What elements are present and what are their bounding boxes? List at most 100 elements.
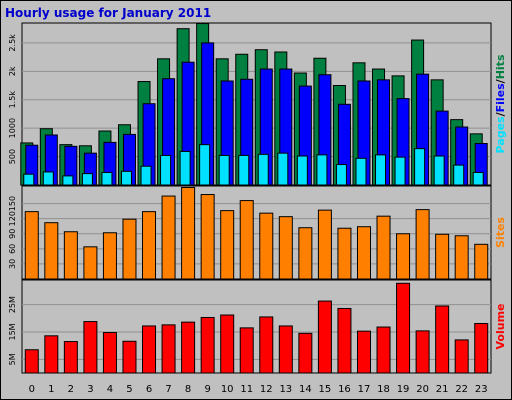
bar-volume-7 xyxy=(161,324,176,374)
bar-sites-23 xyxy=(474,243,489,280)
bar-pages-2 xyxy=(62,175,74,186)
bar-volume-8 xyxy=(181,321,196,374)
bar-pages-11 xyxy=(238,154,250,186)
panel-volume: 5M 15M 25M Volume xyxy=(8,279,507,374)
y-tick-label: 15M xyxy=(8,323,17,340)
y-tick-label: 90 xyxy=(8,229,17,239)
x-tick-label-10: 10 xyxy=(221,384,234,395)
bar-pages-17 xyxy=(355,157,367,186)
x-tick-label-21: 21 xyxy=(436,384,449,395)
x-tick-label-4: 4 xyxy=(107,384,113,395)
bar-volume-23 xyxy=(474,322,489,374)
bar-volume-15 xyxy=(317,300,332,374)
bar-sites-22 xyxy=(454,235,469,280)
bar-volume-18 xyxy=(376,326,391,374)
bar-pages-16 xyxy=(335,164,347,186)
x-tick-label-23: 23 xyxy=(475,384,488,395)
bar-volume-21 xyxy=(435,305,450,374)
y-axis-label-sites: Sites xyxy=(494,217,507,248)
y-tick-label: 500 xyxy=(8,149,17,164)
bar-pages-12 xyxy=(257,153,269,186)
bar-volume-14 xyxy=(298,332,313,374)
bar-sites-3 xyxy=(83,246,98,280)
bar-sites-11 xyxy=(239,200,254,280)
bar-pages-1 xyxy=(42,171,54,186)
panel-border xyxy=(21,279,492,374)
bar-volume-4 xyxy=(102,332,117,374)
bar-volume-2 xyxy=(63,341,78,374)
bar-sites-2 xyxy=(63,231,78,280)
bar-sites-4 xyxy=(102,232,117,280)
bar-sites-10 xyxy=(220,210,235,280)
x-tick-label-13: 13 xyxy=(279,384,292,395)
bar-sites-12 xyxy=(259,212,274,280)
bar-pages-20 xyxy=(414,148,426,186)
bar-pages-18 xyxy=(375,154,387,186)
bar-sites-19 xyxy=(396,233,411,280)
bar-sites-8 xyxy=(181,187,196,280)
x-tick-label-0: 0 xyxy=(29,384,35,395)
x-tick-label-16: 16 xyxy=(338,384,351,395)
x-tick-label-5: 5 xyxy=(126,384,132,395)
bar-pages-23 xyxy=(472,171,484,186)
x-tick-label-7: 7 xyxy=(165,384,171,395)
bar-sites-14 xyxy=(298,227,313,280)
bar-volume-0 xyxy=(24,349,39,374)
x-tick-label-12: 12 xyxy=(260,384,273,395)
chart-title: Hourly usage for January 2011 xyxy=(5,6,211,20)
bar-pages-19 xyxy=(394,156,406,186)
y-axis-label-volume: Volume xyxy=(494,304,507,350)
y-tick-label: 60 xyxy=(8,244,17,254)
y-tick-label: 2.5k xyxy=(8,34,17,52)
y-axis-label-part: Pages xyxy=(494,116,507,154)
bar-pages-13 xyxy=(277,152,289,186)
bar-pages-5 xyxy=(120,170,132,186)
x-tick-label-9: 9 xyxy=(204,384,210,395)
bar-volume-1 xyxy=(44,335,59,374)
x-tick-label-14: 14 xyxy=(299,384,312,395)
bar-volume-10 xyxy=(220,314,235,374)
y-axis-label-part: Sites xyxy=(494,217,507,248)
x-tick-label-11: 11 xyxy=(240,384,253,395)
bar-sites-13 xyxy=(278,216,293,280)
y-axis-label-part: Volume xyxy=(494,304,507,350)
y-axis-label-part: / xyxy=(494,111,507,116)
bar-pages-8 xyxy=(179,150,191,186)
bar-volume-22 xyxy=(454,339,469,374)
y-tick-label: 30 xyxy=(8,259,17,269)
x-tick-label-8: 8 xyxy=(185,384,191,395)
x-tick-label-15: 15 xyxy=(319,384,332,395)
bar-volume-3 xyxy=(83,321,98,374)
bar-sites-0 xyxy=(24,211,39,280)
bar-pages-4 xyxy=(101,171,113,186)
bar-volume-17 xyxy=(356,330,371,374)
y-tick-label: 5M xyxy=(8,353,17,365)
bar-volume-20 xyxy=(415,330,430,374)
y-tick-label: 25M xyxy=(8,296,17,313)
x-tick-label-17: 17 xyxy=(358,384,371,395)
x-tick-label-19: 19 xyxy=(397,384,410,395)
bar-sites-7 xyxy=(161,195,176,280)
bar-sites-1 xyxy=(44,222,59,280)
y-tick-label: 150 xyxy=(8,196,17,211)
bar-sites-16 xyxy=(337,227,352,280)
bar-sites-6 xyxy=(142,211,157,280)
bar-pages-7 xyxy=(160,154,172,186)
bar-pages-6 xyxy=(140,165,152,186)
y-axis-label-pages_files_hits: Pages/Files/Hits xyxy=(494,54,507,153)
bar-pages-14 xyxy=(296,155,308,186)
y-axis-label-part: Hits xyxy=(494,54,507,79)
y-axis-label-part: / xyxy=(494,78,507,83)
x-tick-label-18: 18 xyxy=(377,384,390,395)
bar-volume-16 xyxy=(337,307,352,374)
x-tick-label-3: 3 xyxy=(87,384,93,395)
bar-sites-21 xyxy=(435,233,450,280)
bar-pages-21 xyxy=(433,155,445,186)
bar-pages-15 xyxy=(316,154,328,186)
y-axis-label-part: Files xyxy=(494,83,507,113)
bar-volume-5 xyxy=(122,340,137,374)
bar-volume-12 xyxy=(259,316,274,374)
